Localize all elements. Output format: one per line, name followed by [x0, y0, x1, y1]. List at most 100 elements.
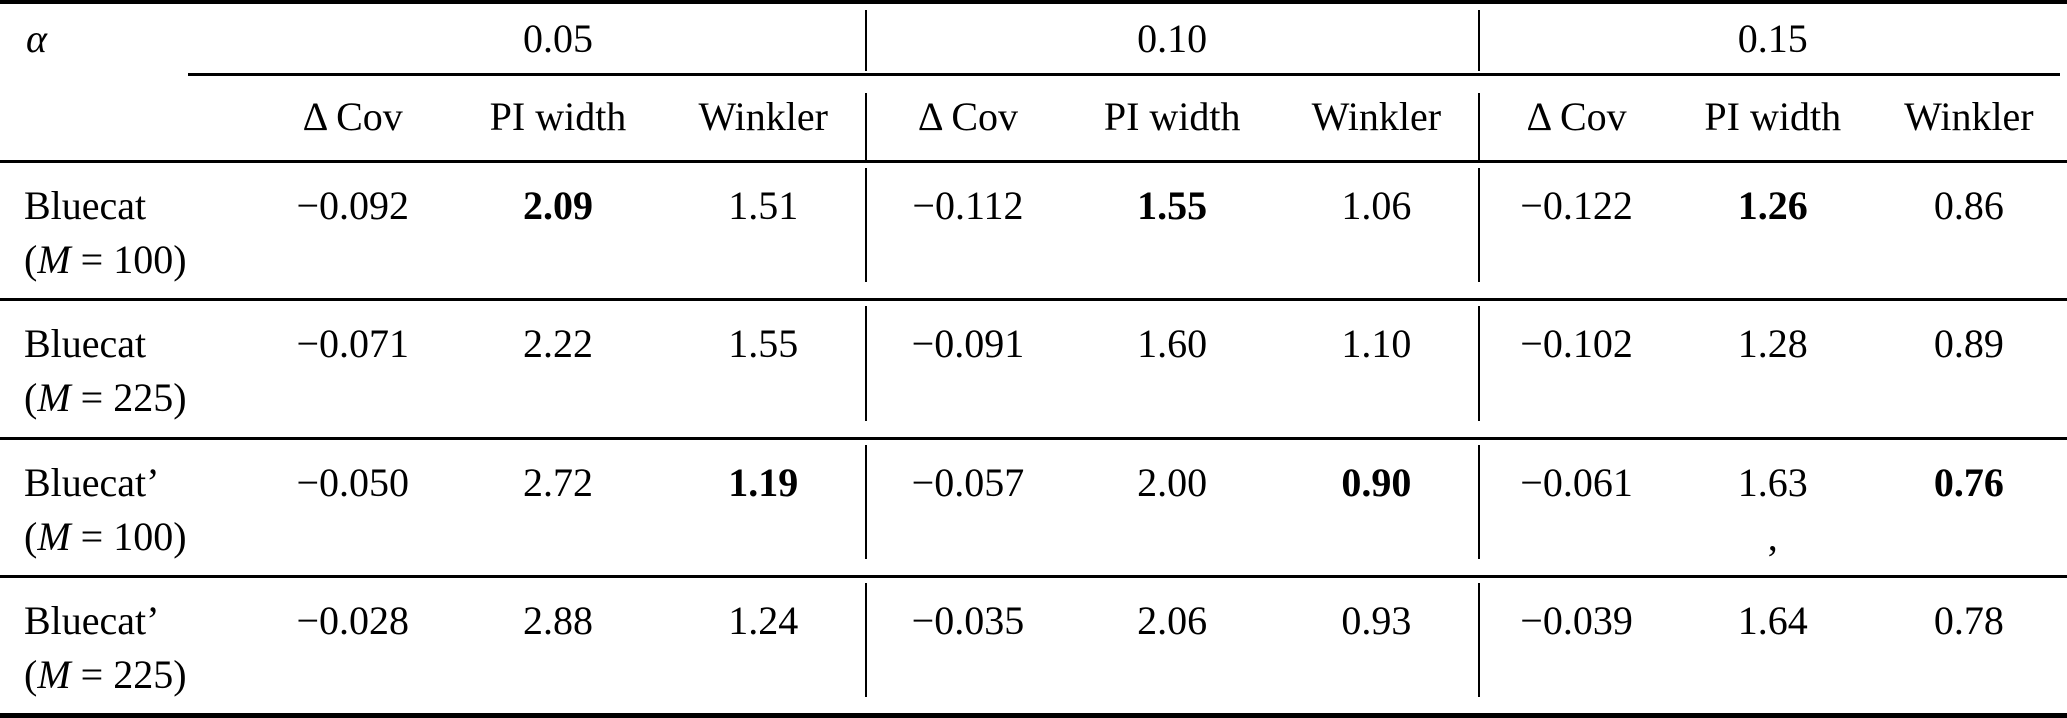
value-cell: 2.72: [455, 438, 661, 579]
method-name: Bluecat’: [24, 459, 160, 505]
value-cell: −0.039: [1477, 576, 1675, 718]
cell-value: 0.90: [1341, 459, 1412, 505]
method-param: (M = 225): [24, 652, 187, 698]
value-cell: 0.90: [1274, 438, 1479, 579]
table-header: α 0.05 0.10 0.15 Δ Cov PI width Winkler …: [0, 2, 2067, 163]
method-name: Bluecat: [24, 321, 147, 367]
value-cell: −0.122: [1477, 161, 1675, 302]
table-row: Bluecat’ (M = 225) −0.028 2.88 1.24 −0.0…: [0, 576, 2067, 718]
cell-value: 2.00: [1137, 459, 1208, 505]
cell-value: 0.76: [1933, 459, 2004, 505]
table-row: Bluecat’ (M = 100) −0.050 2.72 1.19 −0.0…: [0, 438, 2067, 579]
cell-value: 1.26: [1737, 182, 1808, 228]
cell-value: −0.057: [911, 459, 1025, 505]
value-cell: −0.035: [864, 576, 1071, 718]
cell-value: −0.122: [1520, 182, 1633, 228]
value-cell: 1.64: [1674, 576, 1871, 718]
method-label-cell: Bluecat (M = 100): [0, 161, 251, 302]
cell-value: −0.039: [1520, 598, 1633, 644]
value-cell: −0.057: [864, 438, 1071, 579]
cell-value: 2.72: [522, 459, 593, 505]
cell-value: 1.06: [1341, 182, 1412, 228]
value-cell: 1.28: [1674, 299, 1871, 440]
col-header-delta-cov-2: Δ Cov: [864, 73, 1071, 163]
group-header-010: 0.10: [864, 2, 1479, 73]
value-cell: 1.60: [1070, 299, 1275, 440]
value-cell: 0.93: [1274, 576, 1479, 718]
table-row: Bluecat (M = 100) −0.092 2.09 1.51 −0.11…: [0, 161, 2067, 302]
value-cell: −0.092: [250, 161, 456, 302]
cell-value: −0.092: [296, 182, 409, 228]
method-name: Bluecat’: [24, 598, 160, 644]
math-var-M: M: [37, 375, 71, 421]
value-cell: −0.050: [250, 438, 456, 579]
cell-value: 1.10: [1341, 321, 1412, 367]
cell-value: −0.061: [1520, 459, 1633, 505]
cell-value: 0.86: [1933, 182, 2004, 228]
math-var-M: M: [37, 236, 71, 282]
col-header-winkler-3: Winkler: [1870, 73, 2067, 163]
table-body: Bluecat (M = 100) −0.092 2.09 1.51 −0.11…: [0, 161, 2067, 718]
value-cell: 1.55: [660, 299, 866, 440]
value-cell: 2.06: [1070, 576, 1275, 718]
col-header-winkler-2: Winkler: [1274, 73, 1479, 163]
cell-value: 2.22: [522, 321, 593, 367]
cell-value: 1.51: [728, 182, 799, 228]
cell-value: −0.035: [911, 598, 1025, 644]
value-cell: −0.071: [250, 299, 456, 440]
value-cell: −0.028: [250, 576, 456, 718]
method-name: Bluecat: [24, 182, 147, 228]
cell-value: 1.64: [1737, 598, 1808, 644]
value-cell: 0.86: [1870, 161, 2067, 302]
cell-value: −0.050: [296, 459, 409, 505]
col-header-pi-width-2: PI width: [1070, 73, 1275, 163]
cell-value: 2.88: [522, 598, 593, 644]
cell-subtext: ,: [1767, 513, 1778, 559]
cell-value: 2.06: [1137, 598, 1208, 644]
metric-header-spacer: [0, 73, 251, 163]
metric-header-row: Δ Cov PI width Winkler Δ Cov PI width Wi…: [0, 73, 2067, 163]
value-cell: 2.00: [1070, 438, 1275, 579]
cell-value: 2.09: [522, 182, 593, 228]
cell-value: 0.89: [1933, 321, 2004, 367]
value-cell: 1.55: [1070, 161, 1275, 302]
value-cell: 2.22: [455, 299, 661, 440]
cell-value: 1.55: [1137, 182, 1208, 228]
method-param: (M = 100): [24, 513, 187, 559]
table-row: Bluecat (M = 225) −0.071 2.22 1.55 −0.09…: [0, 299, 2067, 440]
value-cell: 1.63,: [1674, 438, 1871, 579]
alpha-label: α: [26, 16, 47, 61]
value-cell: 0.78: [1870, 576, 2067, 718]
value-cell: 1.10: [1274, 299, 1479, 440]
cell-value: −0.102: [1520, 321, 1633, 367]
cell-value: 1.55: [728, 321, 799, 367]
value-cell: −0.091: [864, 299, 1071, 440]
value-cell: 1.19: [660, 438, 866, 579]
cell-value: −0.112: [912, 182, 1024, 228]
value-cell: 1.24: [660, 576, 866, 718]
value-cell: 1.06: [1274, 161, 1479, 302]
cell-value: −0.091: [911, 321, 1025, 367]
method-param: (M = 100): [24, 236, 187, 282]
col-header-delta-cov-1: Δ Cov: [250, 73, 456, 163]
group-header-rule: [188, 73, 2060, 76]
cell-value: 0.78: [1933, 598, 2004, 644]
value-cell: 2.09: [455, 161, 661, 302]
cell-value: −0.071: [296, 321, 409, 367]
math-var-M: M: [37, 652, 71, 698]
cell-value: 1.24: [728, 598, 799, 644]
cell-value: 1.60: [1137, 321, 1208, 367]
alpha-group-header-row: α 0.05 0.10 0.15: [0, 2, 2067, 73]
method-label-cell: Bluecat (M = 225): [0, 299, 251, 440]
value-cell: 1.51: [660, 161, 866, 302]
value-cell: 1.26: [1674, 161, 1871, 302]
method-param: (M = 225): [24, 375, 187, 421]
col-header-delta-cov-3: Δ Cov: [1477, 73, 1675, 163]
value-cell: −0.102: [1477, 299, 1675, 440]
col-header-winkler-1: Winkler: [660, 73, 866, 163]
value-cell: −0.061: [1477, 438, 1675, 579]
method-label-cell: Bluecat’ (M = 100): [0, 438, 251, 579]
value-cell: 2.88: [455, 576, 661, 718]
math-var-M: M: [37, 513, 71, 559]
